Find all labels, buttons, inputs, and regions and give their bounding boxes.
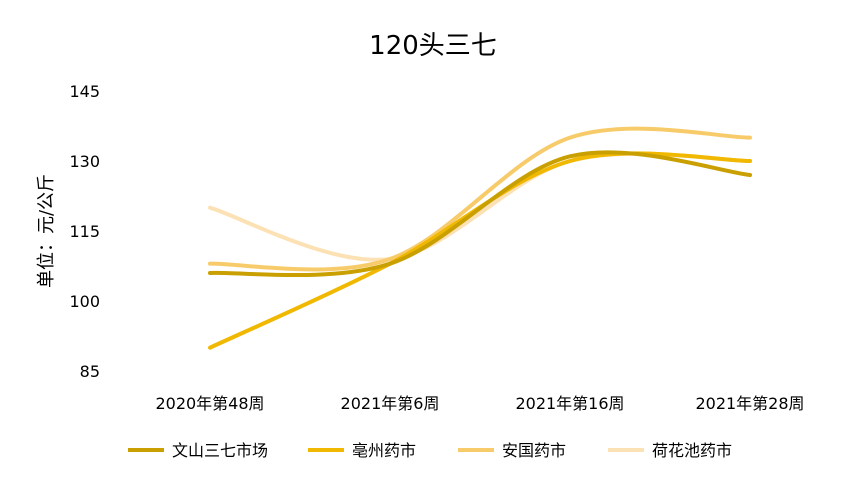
x-tick-label: 2020年第48周 xyxy=(155,394,264,413)
series-line xyxy=(208,151,752,350)
y-tick-label: 130 xyxy=(69,152,100,171)
series-layer xyxy=(208,126,752,350)
series-line xyxy=(208,150,752,278)
x-tick-label: 2021年第6周 xyxy=(341,394,440,413)
x-axis-ticks: 2020年第48周 2021年第6周 2021年第16周 2021年第28周 xyxy=(155,394,804,413)
y-axis-ticks: 145 130 115 100 85 xyxy=(69,82,100,381)
y-tick-label: 100 xyxy=(69,292,100,311)
legend: 文山三七市场 亳州药市 安国药市 荷花池药市 xyxy=(128,441,732,460)
legend-label: 荷花池药市 xyxy=(652,441,732,460)
y-tick-label: 85 xyxy=(80,362,100,381)
x-tick-label: 2021年第16周 xyxy=(515,394,624,413)
series-line xyxy=(208,126,752,272)
y-tick-label: 115 xyxy=(69,222,100,241)
chart-title: 120头三七 xyxy=(369,31,497,61)
y-axis-label: 单位：元/公斤 xyxy=(36,174,57,288)
y-tick-label: 145 xyxy=(69,82,100,101)
x-tick-label: 2021年第28周 xyxy=(695,394,804,413)
legend-label: 亳州药市 xyxy=(352,441,416,460)
legend-label: 文山三七市场 xyxy=(172,441,268,460)
legend-label: 安国药市 xyxy=(502,441,566,460)
